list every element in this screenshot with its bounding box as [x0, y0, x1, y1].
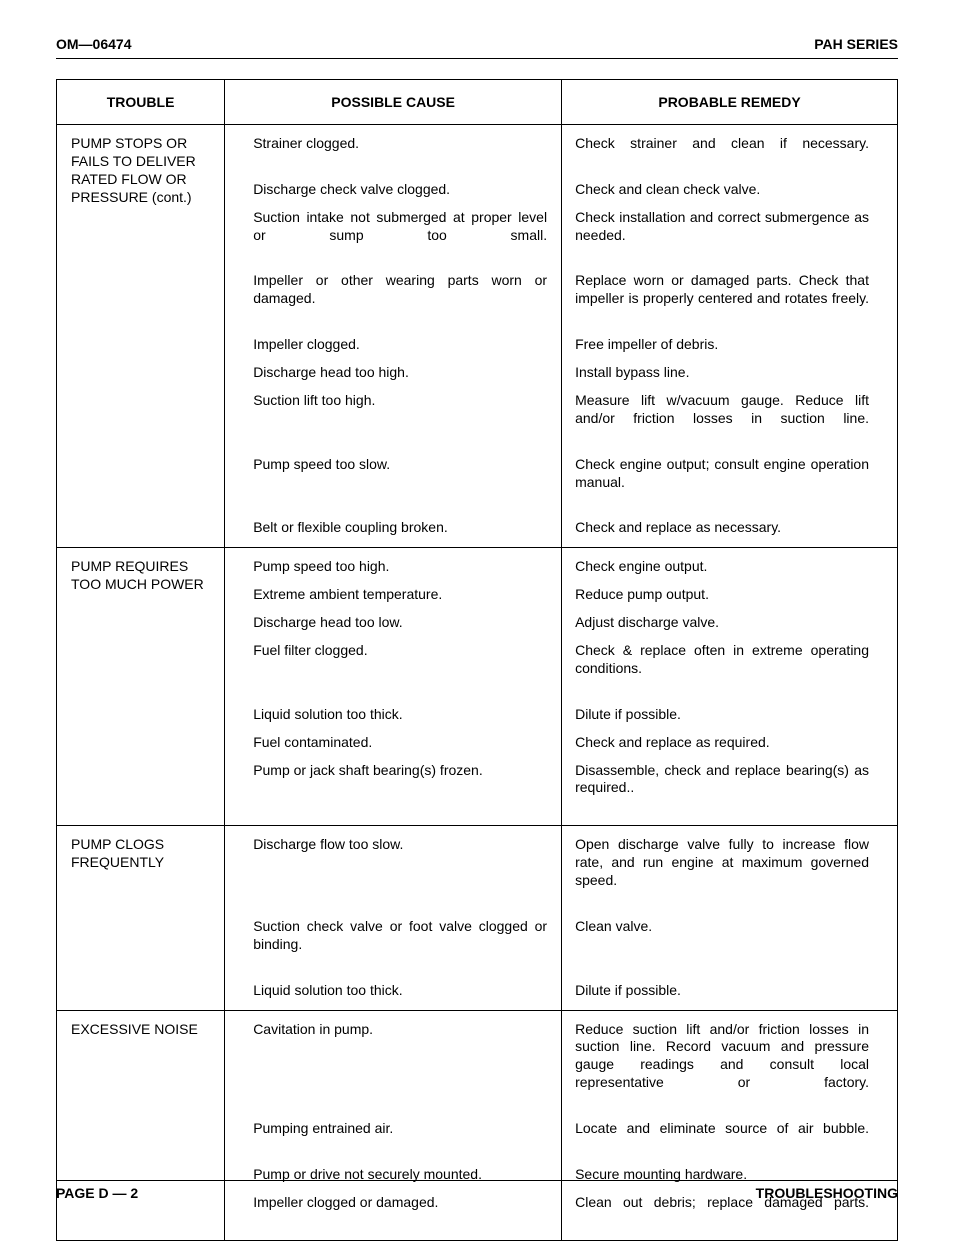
probable-remedy: Check strainer and clean if necessary.: [561, 135, 869, 171]
cause-remedy-row: Impeller or other wearing parts worn or …: [253, 272, 869, 326]
header-right: PAH SERIES: [814, 36, 898, 52]
possible-cause: Pump speed too slow.: [253, 456, 561, 510]
footer-right: TROUBLESHOOTING: [756, 1185, 898, 1201]
troubleshooting-table: TROUBLE POSSIBLE CAUSE PROBABLE REMEDY P…: [56, 79, 898, 1241]
col-header-trouble: TROUBLE: [57, 80, 225, 125]
probable-remedy: Check engine output; consult engine oper…: [561, 456, 869, 510]
probable-remedy: Measure lift w/vacuum gauge. Reduce lift…: [561, 392, 869, 446]
trouble-cell: PUMP REQUIRES TOO MUCH POWER: [57, 548, 225, 826]
possible-cause: Suction intake not submerged at proper l…: [253, 209, 561, 263]
possible-cause: Suction lift too high.: [253, 392, 561, 446]
header-left: OM—06474: [56, 36, 131, 52]
probable-remedy: Reduce pump output.: [561, 586, 869, 604]
cause-remedy-row: Cavitation in pump.Reduce suction lift a…: [253, 1021, 869, 1111]
cause-remedy-row: Fuel filter clogged.Check & replace ofte…: [253, 642, 869, 696]
probable-remedy: Reduce suction lift and/or friction loss…: [561, 1021, 869, 1111]
probable-remedy: Dilute if possible.: [561, 982, 869, 1000]
table-body: PUMP STOPS OR FAILS TO DELIVER RATED FLO…: [57, 125, 898, 1241]
possible-cause: Pump or jack shaft bearing(s) frozen.: [253, 762, 561, 816]
cause-remedy-row: Pump speed too high.Check engine output.: [253, 558, 869, 576]
possible-cause: Strainer clogged.: [253, 135, 561, 171]
cause-remedy-row: Strainer clogged.Check strainer and clea…: [253, 135, 869, 171]
probable-remedy: Check & replace often in extreme operati…: [561, 642, 869, 696]
probable-remedy: Check and clean check valve.: [561, 181, 869, 199]
cause-remedy-row: Discharge head too low.Adjust discharge …: [253, 614, 869, 632]
probable-remedy: Locate and eliminate source of air bubbl…: [561, 1120, 869, 1156]
possible-cause: Pumping entrained air.: [253, 1120, 561, 1156]
table-row: PUMP REQUIRES TOO MUCH POWERPump speed t…: [57, 548, 898, 826]
cause-remedy-row: Liquid solution too thick.Dilute if poss…: [253, 982, 869, 1000]
cause-remedy-row: Suction lift too high.Measure lift w/vac…: [253, 392, 869, 446]
possible-cause: Liquid solution too thick.: [253, 982, 561, 1000]
cause-remedy-row: Extreme ambient temperature.Reduce pump …: [253, 586, 869, 604]
table-head: TROUBLE POSSIBLE CAUSE PROBABLE REMEDY: [57, 80, 898, 125]
cause-remedy-row: Impeller clogged.Free impeller of debris…: [253, 336, 869, 354]
probable-remedy: Disassemble, check and replace bearing(s…: [561, 762, 869, 816]
cause-remedy-row: Fuel contaminated.Check and replace as r…: [253, 734, 869, 752]
cause-remedy-row: Discharge check valve clogged.Check and …: [253, 181, 869, 199]
cause-remedy-cell: Pump speed too high.Check engine output.…: [225, 548, 898, 826]
trouble-cell: PUMP CLOGS FREQUENTLY: [57, 826, 225, 1010]
probable-remedy: Free impeller of debris.: [561, 336, 869, 354]
possible-cause: Belt or flexible coupling broken.: [253, 519, 561, 537]
troubleshooting-table-wrap: TROUBLE POSSIBLE CAUSE PROBABLE REMEDY P…: [56, 79, 898, 1241]
cause-remedy-row: Suction check valve or foot valve clogge…: [253, 918, 869, 972]
col-header-remedy: PROBABLE REMEDY: [561, 80, 897, 124]
probable-remedy: Clean valve.: [561, 918, 869, 972]
trouble-cell: EXCESSIVE NOISE: [57, 1010, 225, 1240]
probable-remedy: Check installation and correct submergen…: [561, 209, 869, 263]
probable-remedy: Replace worn or damaged parts. Check tha…: [561, 272, 869, 326]
possible-cause: Discharge head too high.: [253, 364, 561, 382]
cause-remedy-row: Discharge head too high.Install bypass l…: [253, 364, 869, 382]
cause-remedy-row: Pumping entrained air.Locate and elimina…: [253, 1120, 869, 1156]
probable-remedy: Check and replace as necessary.: [561, 519, 869, 537]
page-header: OM—06474 PAH SERIES: [56, 36, 898, 59]
possible-cause: Discharge head too low.: [253, 614, 561, 632]
probable-remedy: Check and replace as required.: [561, 734, 869, 752]
page: OM—06474 PAH SERIES TROUBLE POSSIBLE CAU…: [0, 0, 954, 1235]
possible-cause: Discharge check valve clogged.: [253, 181, 561, 199]
col-header-cause-remedy: POSSIBLE CAUSE PROBABLE REMEDY: [225, 80, 898, 125]
probable-remedy: Adjust discharge valve.: [561, 614, 869, 632]
possible-cause: Cavitation in pump.: [253, 1021, 561, 1111]
cause-remedy-row: Pump or jack shaft bearing(s) frozen.Dis…: [253, 762, 869, 816]
probable-remedy: Install bypass line.: [561, 364, 869, 382]
cause-remedy-row: Suction intake not submerged at proper l…: [253, 209, 869, 263]
possible-cause: Liquid solution too thick.: [253, 706, 561, 724]
possible-cause: Fuel contaminated.: [253, 734, 561, 752]
possible-cause: Pump speed too high.: [253, 558, 561, 576]
col-header-cause: POSSIBLE CAUSE: [225, 80, 561, 124]
possible-cause: Extreme ambient temperature.: [253, 586, 561, 604]
page-footer: PAGE D — 2 TROUBLESHOOTING: [56, 1180, 898, 1201]
cause-remedy-row: Liquid solution too thick.Dilute if poss…: [253, 706, 869, 724]
cause-remedy-row: Pump speed too slow.Check engine output;…: [253, 456, 869, 510]
possible-cause: Suction check valve or foot valve clogge…: [253, 918, 561, 972]
table-row: EXCESSIVE NOISE Cavitation in pump.Reduce…: [57, 1010, 898, 1240]
trouble-cell: PUMP STOPS OR FAILS TO DELIVER RATED FLO…: [57, 125, 225, 548]
cause-remedy-cell: Strainer clogged.Check strainer and clea…: [225, 125, 898, 548]
possible-cause: Fuel filter clogged.: [253, 642, 561, 696]
cause-remedy-row: Discharge flow too slow.Open discharge v…: [253, 836, 869, 908]
probable-remedy: Open discharge valve fully to increase f…: [561, 836, 869, 908]
possible-cause: Impeller clogged.: [253, 336, 561, 354]
table-row: PUMP STOPS OR FAILS TO DELIVER RATED FLO…: [57, 125, 898, 548]
footer-left: PAGE D — 2: [56, 1185, 138, 1201]
table-row: PUMP CLOGS FREQUENTLY Discharge flow too …: [57, 826, 898, 1010]
possible-cause: Impeller or other wearing parts worn or …: [253, 272, 561, 326]
probable-remedy: Check engine output.: [561, 558, 869, 576]
cause-remedy-cell: Discharge flow too slow.Open discharge v…: [225, 826, 898, 1010]
cause-remedy-row: Belt or flexible coupling broken.Check a…: [253, 519, 869, 537]
cause-remedy-cell: Cavitation in pump.Reduce suction lift a…: [225, 1010, 898, 1240]
possible-cause: Discharge flow too slow.: [253, 836, 561, 908]
probable-remedy: Dilute if possible.: [561, 706, 869, 724]
